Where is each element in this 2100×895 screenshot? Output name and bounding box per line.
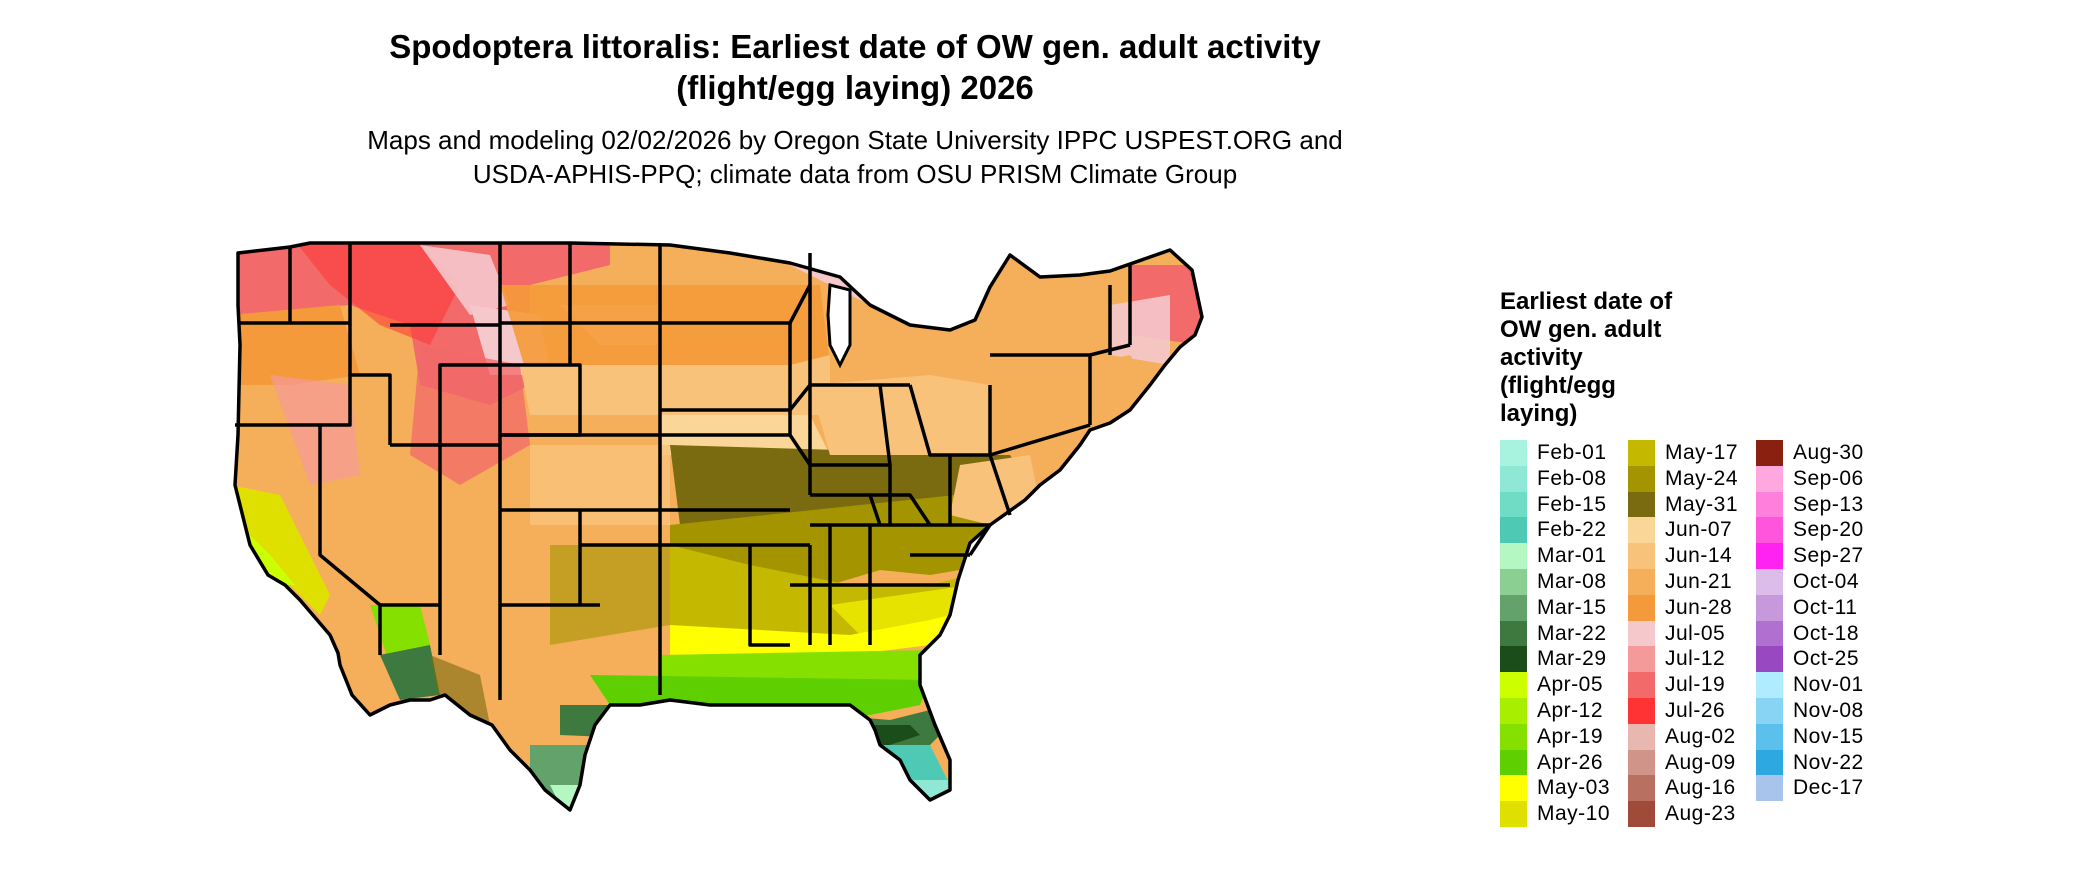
legend-swatch <box>1756 672 1783 698</box>
legend-label: Oct-25 <box>1793 647 1860 671</box>
legend-swatch <box>1500 568 1527 595</box>
legend-swatch <box>1756 646 1783 673</box>
legend-label: Nov-15 <box>1793 724 1864 748</box>
legend-swatch <box>1500 440 1527 466</box>
legend-label: Aug-02 <box>1665 724 1736 748</box>
legend-swatch <box>1628 672 1655 698</box>
legend-swatch <box>1756 594 1783 621</box>
title-line-2: (flight/egg laying) 2026 <box>676 69 1034 106</box>
legend-label: Sep-13 <box>1793 492 1864 516</box>
title-line-1: Spodoptera littoralis: Earliest date of … <box>389 28 1321 65</box>
legend-label: Apr-12 <box>1537 698 1604 722</box>
legend-label: Mar-08 <box>1537 569 1607 593</box>
lake-michigan <box>826 283 852 369</box>
legend-label: Aug-09 <box>1665 750 1736 774</box>
legend-label: May-10 <box>1537 802 1611 826</box>
legend-title: Earliest date of OW gen. adult activity … <box>1500 288 1673 427</box>
legend-swatch <box>1756 697 1783 724</box>
legend-swatch <box>1628 491 1655 518</box>
legend-swatch <box>1756 517 1783 544</box>
legend-label: Aug-30 <box>1793 441 1864 464</box>
legend-label: May-31 <box>1665 492 1739 516</box>
legend-label: Mar-22 <box>1537 621 1607 645</box>
legend-swatch <box>1628 465 1655 492</box>
legend-label: Jul-12 <box>1665 647 1726 671</box>
legend-swatch <box>1628 620 1655 647</box>
legend-swatch <box>1500 723 1527 750</box>
legend-label: Nov-01 <box>1793 673 1864 697</box>
legend-label: Jun-28 <box>1665 595 1733 619</box>
legend-label: Oct-04 <box>1793 569 1860 593</box>
legend-swatch <box>1500 491 1527 518</box>
legend-swatch <box>1628 517 1655 544</box>
legend-label: Mar-29 <box>1537 647 1607 671</box>
legend-label: Jul-05 <box>1665 621 1726 645</box>
map-subtitle: Maps and modeling 02/02/2026 by Oregon S… <box>250 123 1460 191</box>
legend-label: Feb-22 <box>1537 518 1607 542</box>
legend-swatch <box>1756 775 1783 802</box>
legend-label: Feb-01 <box>1537 441 1607 464</box>
legend-swatch <box>1756 440 1783 466</box>
legend-label: Apr-26 <box>1537 750 1604 774</box>
legend-swatch <box>1756 620 1783 647</box>
legend-label: Jun-07 <box>1665 518 1733 542</box>
legend-label: Nov-22 <box>1793 750 1864 774</box>
legend-label: Jun-21 <box>1665 569 1733 593</box>
legend-swatch <box>1628 568 1655 595</box>
legend-swatch <box>1500 749 1527 776</box>
legend-label: Feb-15 <box>1537 492 1607 516</box>
legend-label: Mar-15 <box>1537 595 1607 619</box>
legend-swatch <box>1628 801 1655 827</box>
legend-label: Sep-27 <box>1793 544 1864 568</box>
legend-label: Oct-11 <box>1793 595 1858 619</box>
legend-swatch <box>1756 723 1783 750</box>
legend-swatch <box>1500 465 1527 492</box>
subtitle-line-1: Maps and modeling 02/02/2026 by Oregon S… <box>367 125 1343 155</box>
legend-swatch <box>1628 646 1655 673</box>
legend-label: May-24 <box>1665 466 1739 490</box>
legend-swatch <box>1500 517 1527 544</box>
legend-label: May-03 <box>1537 776 1611 800</box>
legend-swatch <box>1628 543 1655 569</box>
legend-label: Aug-16 <box>1665 776 1736 800</box>
legend-label: Apr-05 <box>1537 673 1604 697</box>
legend-label: Dec-17 <box>1793 776 1864 800</box>
legend-swatch <box>1628 775 1655 802</box>
legend-label: Oct-18 <box>1793 621 1860 645</box>
legend-swatch <box>1500 672 1527 698</box>
legend-swatch <box>1756 749 1783 776</box>
legend-label: May-17 <box>1665 441 1739 464</box>
legend-swatch <box>1756 491 1783 518</box>
legend-swatch <box>1500 775 1527 802</box>
legend-label: Jul-26 <box>1665 698 1726 722</box>
legend-label: Aug-23 <box>1665 802 1736 826</box>
legend-label: Nov-08 <box>1793 698 1864 722</box>
map-title: Spodoptera littoralis: Earliest date of … <box>250 26 1460 108</box>
legend-label: Jul-19 <box>1665 673 1726 697</box>
legend-swatch <box>1628 697 1655 724</box>
map-legend: Earliest date of OW gen. adult activity … <box>1500 288 1960 848</box>
legend-swatch <box>1500 543 1527 569</box>
legend-swatch <box>1628 749 1655 776</box>
legend-swatch <box>1756 568 1783 595</box>
legend-label: Apr-19 <box>1537 724 1604 748</box>
legend-label: Feb-08 <box>1537 466 1607 490</box>
legend-swatch <box>1628 440 1655 466</box>
subtitle-line-2: USDA-APHIS-PPQ; climate data from OSU PR… <box>472 159 1238 189</box>
state-borders <box>233 241 1204 812</box>
legend-label: Sep-20 <box>1793 518 1864 542</box>
legend-swatch <box>1500 594 1527 621</box>
legend-label: Sep-06 <box>1793 466 1864 490</box>
legend-swatch <box>1500 801 1527 827</box>
legend-swatch <box>1500 646 1527 673</box>
legend-swatch <box>1756 543 1783 569</box>
legend-swatch <box>1500 697 1527 724</box>
legend-label: Jun-14 <box>1665 544 1733 568</box>
legend-swatch <box>1500 620 1527 647</box>
us-phenology-map <box>233 241 1204 812</box>
legend-swatch <box>1628 594 1655 621</box>
legend-label: Mar-01 <box>1537 544 1607 568</box>
legend-swatch <box>1628 723 1655 750</box>
legend-swatch <box>1756 465 1783 492</box>
